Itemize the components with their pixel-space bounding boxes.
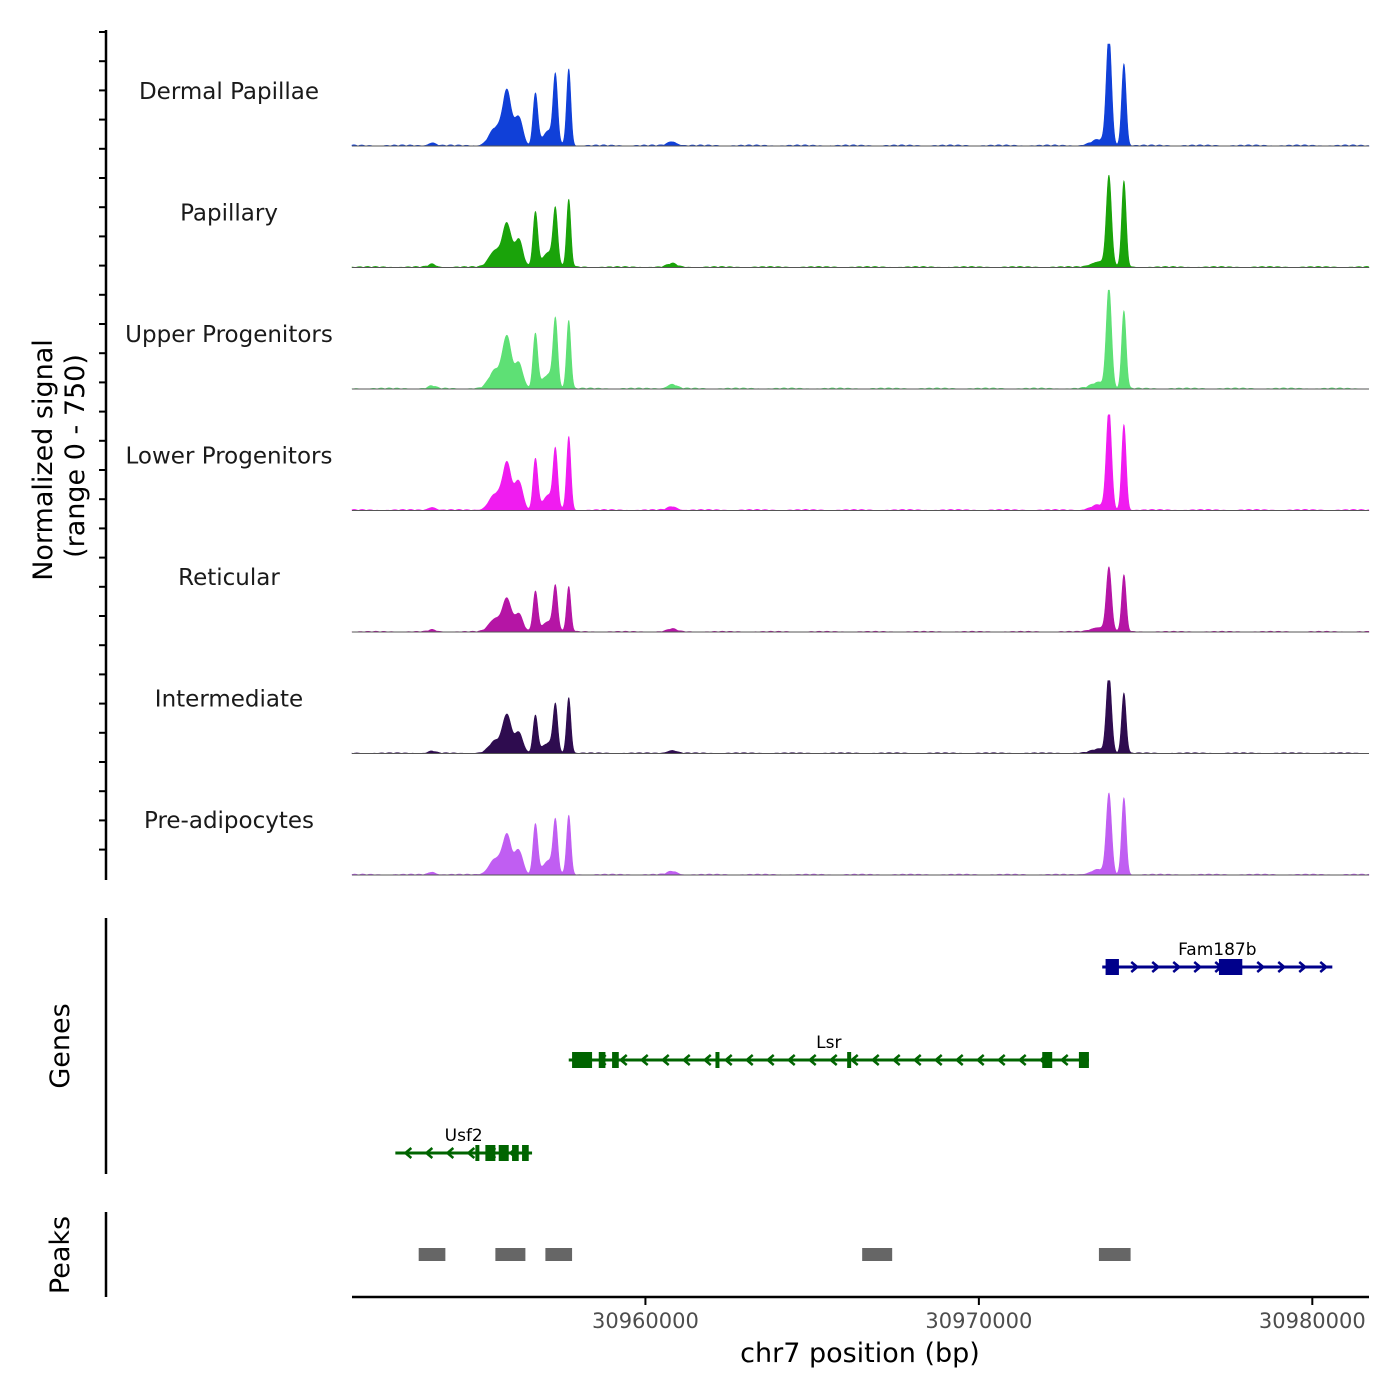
strand-chevron (975, 1054, 985, 1066)
strand-chevron (1151, 961, 1161, 973)
strand-chevron (1172, 961, 1182, 973)
track-label: Intermediate (155, 687, 303, 713)
strand-chevron (912, 1054, 922, 1066)
strand-chevron (466, 1147, 476, 1159)
strand-chevron (1277, 961, 1287, 973)
peaks-track-label: Peaks (45, 1216, 76, 1294)
coverage-area (351, 289, 1370, 390)
exon (612, 1052, 619, 1068)
strand-chevron (1059, 1054, 1069, 1066)
exon (1078, 1052, 1089, 1068)
strand-chevron (681, 1054, 691, 1066)
x-tick-label: 30960000 (592, 1309, 699, 1333)
track-label: Lower Progenitors (126, 444, 333, 470)
track-label: Reticular (178, 565, 280, 591)
strand-chevron (1130, 961, 1140, 973)
coverage-area (351, 566, 1370, 633)
strand-chevron (618, 1054, 628, 1066)
strand-chevron (891, 1054, 901, 1066)
strand-chevron (849, 1054, 859, 1066)
strand-chevron (1193, 961, 1203, 973)
strand-chevron (996, 1054, 1006, 1066)
peak-region (1098, 1248, 1131, 1261)
x-tick-label: 30970000 (925, 1309, 1032, 1333)
strand-chevron (660, 1054, 670, 1066)
x-tick-label: 30980000 (1259, 1309, 1366, 1333)
strand-chevron (828, 1054, 838, 1066)
track-label: Dermal Papillae (139, 79, 319, 105)
exon (1105, 959, 1119, 975)
coverage-area (351, 43, 1370, 147)
strand-chevron (445, 1147, 455, 1159)
strand-chevron (424, 1147, 434, 1159)
x-axis-ticks: 30960000 30970000 30980000 (592, 1297, 1366, 1333)
exon (847, 1052, 852, 1068)
genes-track-label: Genes (45, 1003, 76, 1088)
exon (485, 1145, 496, 1161)
track-label: Papillary (180, 201, 278, 227)
track-label: Upper Progenitors (125, 322, 333, 348)
exon (512, 1145, 519, 1161)
coverage-area (351, 680, 1370, 754)
strand-chevron (870, 1054, 880, 1066)
coverage-tracks: Dermal Papillae Papillary Upper Progenitor… (125, 43, 1370, 876)
y-axis-title-line1: Normalized signal (28, 339, 59, 581)
strand-chevron (744, 1054, 754, 1066)
peak-region (862, 1248, 893, 1261)
strand-chevron (1298, 961, 1308, 973)
peak-region (495, 1248, 526, 1261)
strand-chevron (1017, 1054, 1027, 1066)
strand-chevron (723, 1054, 733, 1066)
coverage-y-ticks (99, 31, 106, 851)
x-axis-title: chr7 position (bp) (740, 1338, 980, 1369)
strand-chevron (933, 1054, 943, 1066)
exon (1218, 959, 1243, 975)
strand-chevron (954, 1054, 964, 1066)
coverage-area (351, 174, 1370, 268)
track-label: Pre-adipocytes (144, 808, 314, 834)
exon (598, 1052, 606, 1068)
gene-name: Lsr (816, 1033, 841, 1053)
exon (498, 1145, 509, 1161)
strand-chevron (702, 1054, 712, 1066)
genes-track: Fam187b Lsr Usf2 (395, 940, 1333, 1161)
exon (522, 1145, 529, 1161)
gene-name: Fam187b (1178, 940, 1256, 960)
peak-region (418, 1248, 446, 1261)
strand-chevron (765, 1054, 775, 1066)
y-axis-title-line2: (range 0 - 750) (60, 354, 91, 558)
strand-chevron (403, 1147, 413, 1159)
exon (1042, 1052, 1053, 1068)
exon (475, 1145, 480, 1161)
exon (715, 1052, 720, 1068)
peak-region (545, 1248, 573, 1261)
strand-chevron (1319, 961, 1329, 973)
peaks-track (418, 1248, 1131, 1261)
strand-chevron (639, 1054, 649, 1066)
coverage-area (351, 792, 1370, 876)
gene-name: Usf2 (445, 1126, 483, 1146)
strand-chevron (807, 1054, 817, 1066)
exon (572, 1052, 593, 1068)
strand-chevron (786, 1054, 796, 1066)
coverage-area (351, 414, 1370, 511)
strand-chevron (1256, 961, 1266, 973)
